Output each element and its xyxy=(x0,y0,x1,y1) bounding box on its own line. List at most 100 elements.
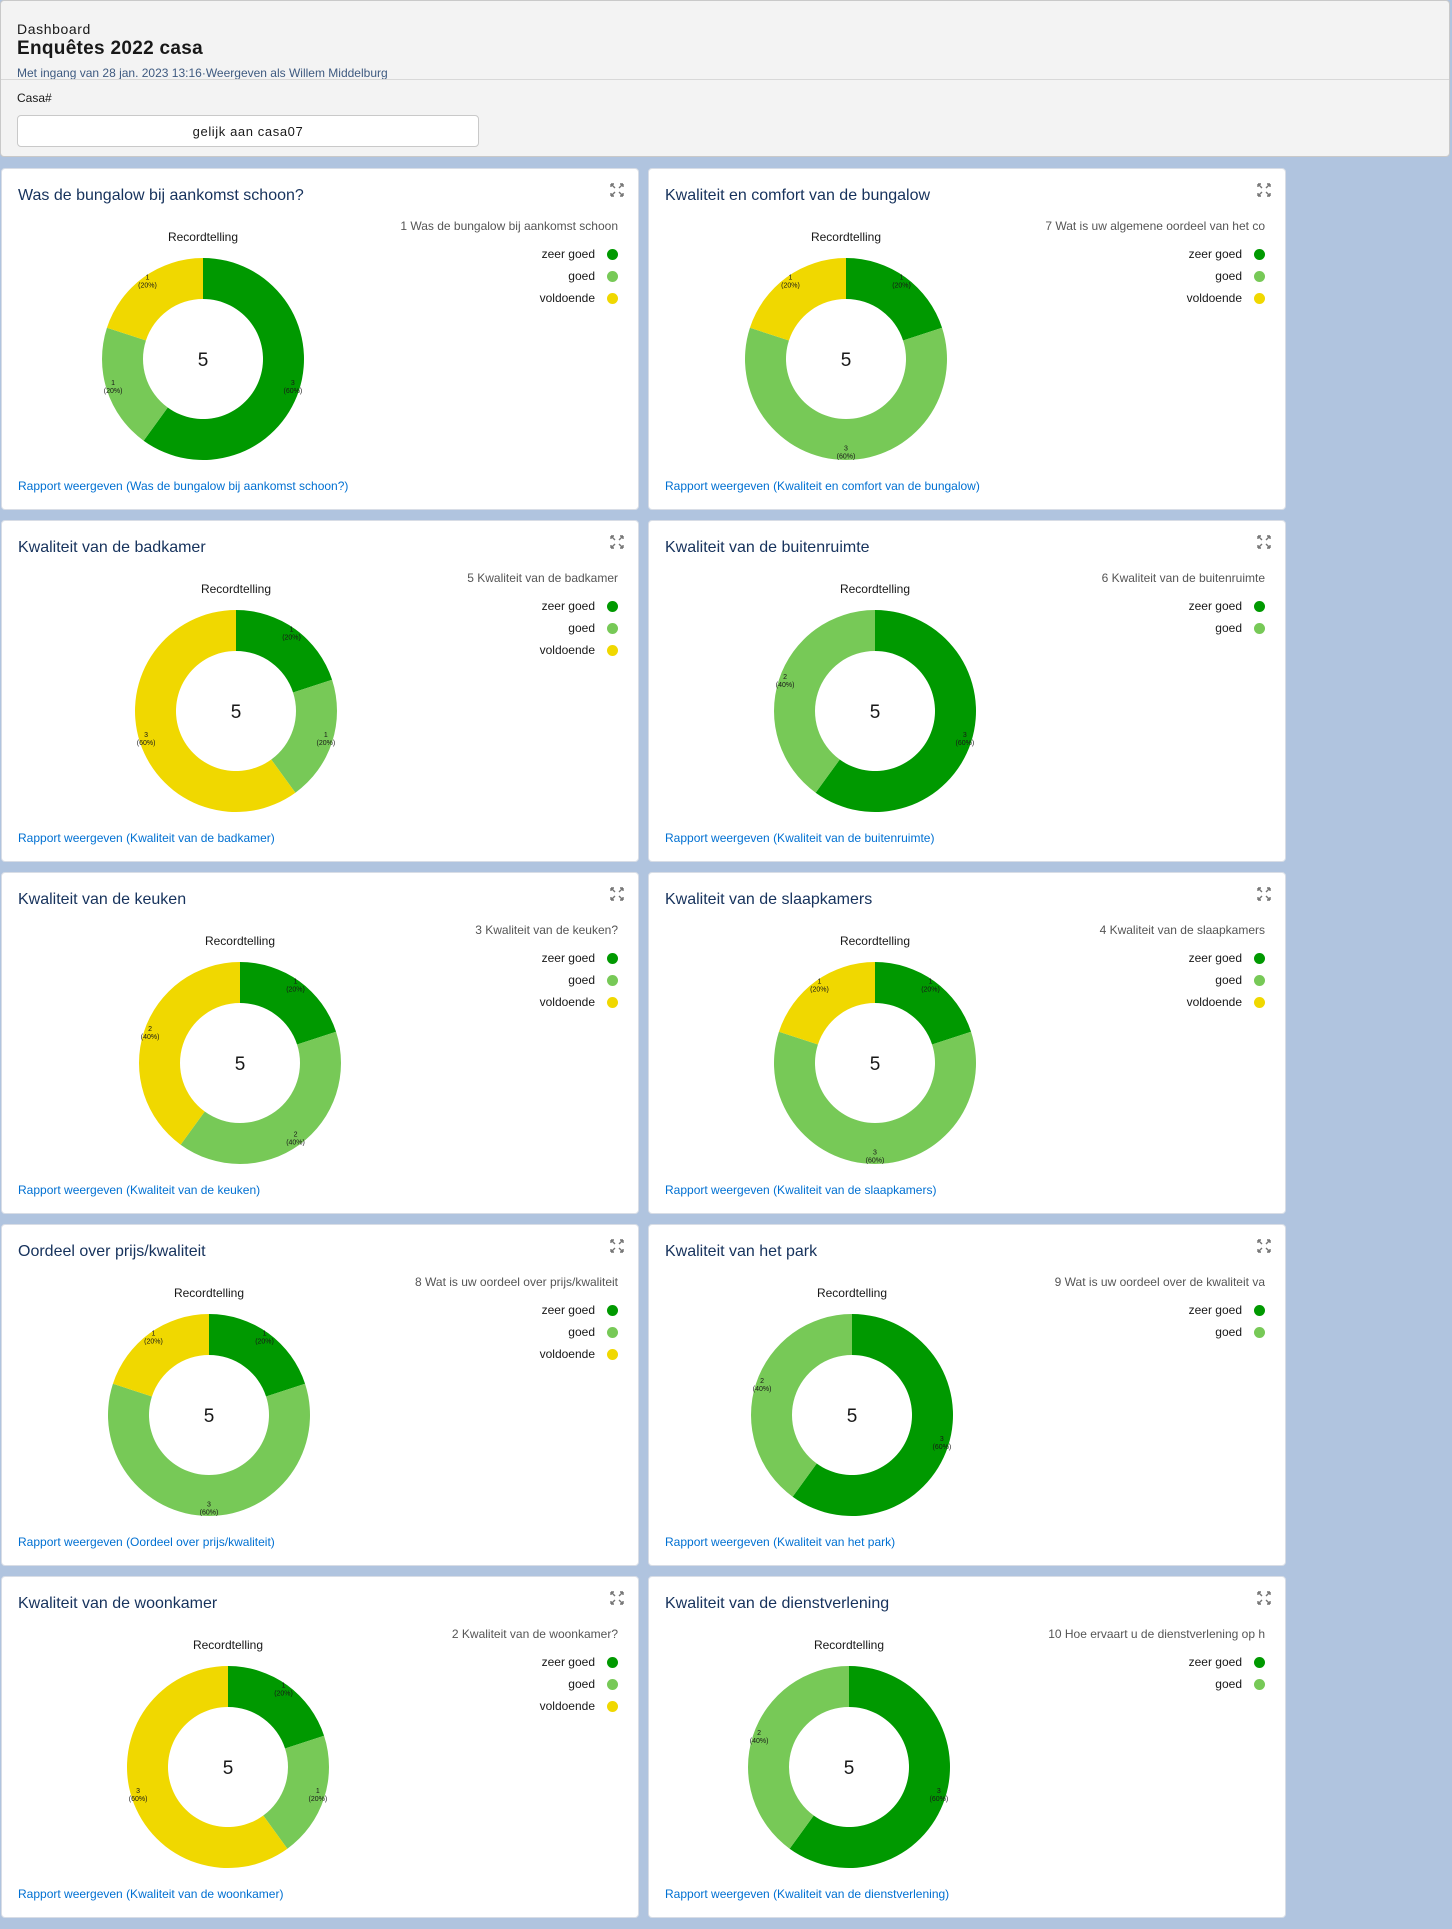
legend-item[interactable]: voldoende xyxy=(1187,287,1265,309)
chart-measure-label: Recordtelling xyxy=(200,582,272,596)
legend-item[interactable]: goed xyxy=(540,617,618,639)
donut-chart[interactable]: 1 (20%) 3 (60%) 1 (20%) 5 xyxy=(79,1285,339,1545)
legend-item[interactable]: voldoende xyxy=(540,639,618,661)
expand-icon[interactable] xyxy=(1257,535,1271,549)
donut-slice[interactable] xyxy=(789,1666,950,1868)
legend-item[interactable]: goed xyxy=(540,1321,618,1343)
donut-slice[interactable] xyxy=(107,1383,311,1516)
donut-chart[interactable]: 3 (60%) 1 (20%) 1 (20%) 5 xyxy=(73,229,333,489)
chart-measure-label: Recordtelling xyxy=(173,1286,245,1300)
donut-slice[interactable] xyxy=(143,258,305,461)
donut-slice[interactable] xyxy=(228,1666,325,1749)
legend-item[interactable]: zeer goed xyxy=(1187,947,1265,969)
expand-icon[interactable] xyxy=(1257,887,1271,901)
legend-label: zeer goed xyxy=(541,247,595,261)
view-report-link[interactable]: Rapport weergeven (Kwaliteit van de dien… xyxy=(665,1887,950,1901)
donut-chart[interactable]: 1 (20%) 1 (20%) 3 (60%) 5 xyxy=(98,1637,358,1897)
donut-slice[interactable] xyxy=(271,679,337,793)
donut-slice[interactable] xyxy=(875,962,972,1045)
expand-icon[interactable] xyxy=(1257,1591,1271,1605)
donut-slice[interactable] xyxy=(745,327,947,461)
donut-slice[interactable] xyxy=(792,1314,953,1516)
legend-item[interactable]: zeer goed xyxy=(540,947,618,969)
legend-item[interactable]: zeer goed xyxy=(1189,595,1265,617)
view-report-link[interactable]: Rapport weergeven (Kwaliteit van de woon… xyxy=(18,1887,284,1901)
legend-item[interactable]: goed xyxy=(540,265,618,287)
donut-chart[interactable]: 3 (60%) 2 (40%) 5 xyxy=(745,581,1005,841)
donut-chart[interactable]: 1 (20%) 1 (20%) 3 (60%) 5 xyxy=(106,581,366,841)
card-title: Kwaliteit van de dienstverlening xyxy=(665,1595,890,1612)
view-report-link[interactable]: Rapport weergeven (Oordeel over prijs/kw… xyxy=(18,1535,275,1549)
legend-item[interactable]: goed xyxy=(1187,265,1265,287)
legend-item[interactable]: voldoende xyxy=(540,1343,618,1365)
legend-item[interactable]: voldoende xyxy=(1187,991,1265,1013)
expand-icon[interactable] xyxy=(610,535,624,549)
chart-measure-label: Recordtelling xyxy=(810,230,882,244)
legend-title: 7 Wat is uw algemene oordeel van het co xyxy=(1045,219,1265,233)
donut-slice[interactable] xyxy=(127,1666,288,1868)
donut-slice[interactable] xyxy=(135,610,296,812)
donut-slice[interactable] xyxy=(774,610,875,793)
expand-icon[interactable] xyxy=(610,1591,624,1605)
legend-item[interactable]: voldoende xyxy=(540,1695,618,1717)
card-title: Kwaliteit van het park xyxy=(665,1243,818,1260)
view-report-link[interactable]: Rapport weergeven (Kwaliteit van de slaa… xyxy=(665,1183,937,1197)
donut-chart[interactable]: 3 (60%) 2 (40%) 5 xyxy=(722,1285,982,1545)
legend-label: goed xyxy=(1215,1325,1242,1339)
legend-item[interactable]: voldoende xyxy=(540,991,618,1013)
legend-label: goed xyxy=(1215,621,1242,635)
donut-chart[interactable]: 1 (20%) 3 (60%) 1 (20%) 5 xyxy=(745,933,1005,1193)
legend-item[interactable]: goed xyxy=(1189,1321,1265,1343)
legend-item[interactable]: goed xyxy=(1187,969,1265,991)
legend-item[interactable]: goed xyxy=(1189,617,1265,639)
donut-slice[interactable] xyxy=(751,1314,852,1497)
casa-filter-button[interactable]: gelijk aan casa07 xyxy=(17,115,479,147)
legend-item[interactable]: goed xyxy=(540,1673,618,1695)
view-report-link[interactable]: Rapport weergeven (Kwaliteit van het par… xyxy=(665,1535,896,1549)
expand-icon[interactable] xyxy=(1257,1239,1271,1253)
donut-slice[interactable] xyxy=(748,1666,849,1849)
legend-label: zeer goed xyxy=(1188,247,1242,261)
expand-icon[interactable] xyxy=(610,887,624,901)
donut-slice[interactable] xyxy=(102,327,168,441)
legend-item[interactable]: goed xyxy=(1189,1673,1265,1695)
legend-item[interactable]: voldoende xyxy=(540,287,618,309)
expand-icon[interactable] xyxy=(1257,183,1271,197)
donut-slice[interactable] xyxy=(209,1314,306,1397)
donut-slice[interactable] xyxy=(240,962,337,1045)
legend-item[interactable]: zeer goed xyxy=(540,595,618,617)
expand-icon[interactable] xyxy=(610,1239,624,1253)
donut-slice[interactable] xyxy=(236,610,333,693)
donut-slice[interactable] xyxy=(263,1735,329,1849)
donut-slice[interactable] xyxy=(749,258,846,341)
view-report-link[interactable]: Rapport weergeven (Kwaliteit van de buit… xyxy=(665,831,935,845)
donut-chart[interactable]: 3 (60%) 2 (40%) 5 xyxy=(719,1637,979,1897)
donut-slice[interactable] xyxy=(106,258,203,341)
donut-slice[interactable] xyxy=(112,1314,209,1397)
view-report-link[interactable]: Rapport weergeven (Kwaliteit en comfort … xyxy=(665,479,980,493)
donut-slice[interactable] xyxy=(139,962,240,1145)
donut-slice[interactable] xyxy=(180,1031,341,1164)
donut-slice[interactable] xyxy=(774,1031,976,1164)
legend-item[interactable]: zeer goed xyxy=(1189,1651,1265,1673)
view-report-link[interactable]: Rapport weergeven (Was de bungalow bij a… xyxy=(18,479,349,493)
legend-item[interactable]: zeer goed xyxy=(1189,1299,1265,1321)
donut-slice[interactable] xyxy=(846,258,943,341)
card-title: Kwaliteit van de buitenruimte xyxy=(665,539,870,556)
slice-label: 2 (40%) xyxy=(753,1378,772,1393)
legend-item[interactable]: zeer goed xyxy=(540,243,618,265)
view-report-link[interactable]: Rapport weergeven (Kwaliteit van de badk… xyxy=(18,831,275,845)
legend-item[interactable]: zeer goed xyxy=(1187,243,1265,265)
donut-slice[interactable] xyxy=(815,610,976,812)
expand-icon[interactable] xyxy=(610,183,624,197)
donut-chart[interactable]: 1 (20%) 2 (40%) 2 (40%) 5 xyxy=(110,933,370,1193)
donut-slice[interactable] xyxy=(778,962,875,1045)
breadcrumb[interactable]: Dashboard xyxy=(17,21,91,37)
legend-item[interactable]: goed xyxy=(540,969,618,991)
card-title: Was de bungalow bij aankomst schoon? xyxy=(18,187,304,204)
legend-item[interactable]: zeer goed xyxy=(540,1651,618,1673)
view-report-link[interactable]: Rapport weergeven (Kwaliteit van de keuk… xyxy=(18,1183,261,1197)
legend-label: goed xyxy=(568,973,595,987)
legend-item[interactable]: zeer goed xyxy=(540,1299,618,1321)
donut-chart[interactable]: 1 (20%) 3 (60%) 1 (20%) 5 xyxy=(716,229,976,489)
